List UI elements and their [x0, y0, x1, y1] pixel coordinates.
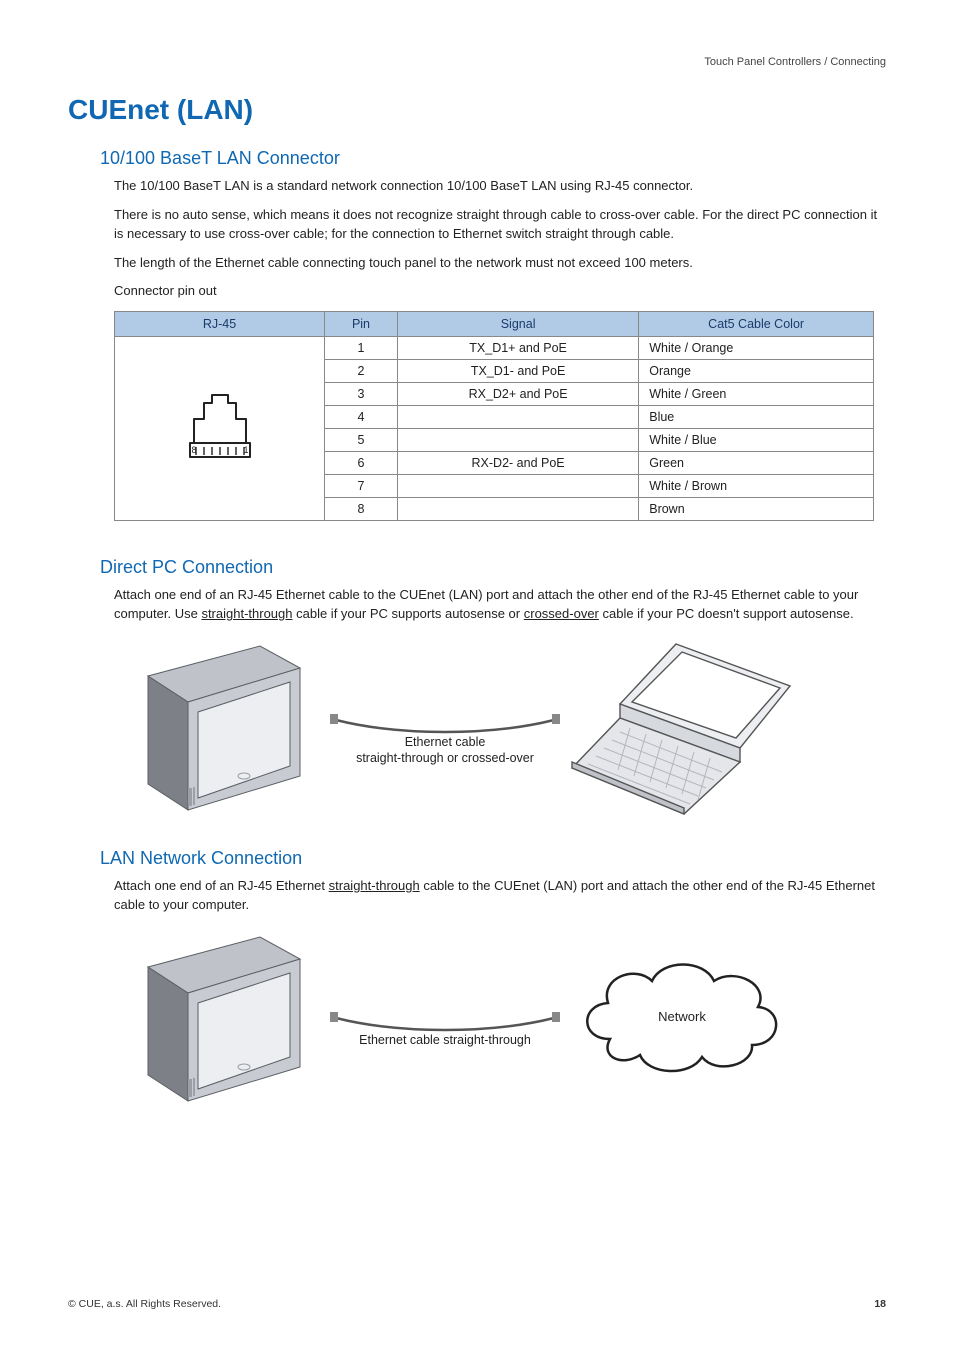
- breadcrumb: Touch Panel Controllers / Connecting: [704, 56, 886, 68]
- cell-pin: 2: [325, 360, 398, 383]
- rj45-diagram-cell: 8 1: [115, 337, 325, 521]
- laptop-icon: [570, 638, 800, 818]
- paragraph: Attach one end of an RJ-45 Ethernet stra…: [114, 877, 886, 915]
- touch-panel-icon: [140, 638, 320, 818]
- cell-signal: RX-D2- and PoE: [397, 452, 638, 475]
- cell-signal: [397, 406, 638, 429]
- section-heading-lan-connector: 10/100 BaseT LAN Connector: [100, 148, 886, 169]
- network-cloud-icon: Network: [570, 949, 790, 1089]
- cell-signal: TX_D1- and PoE: [397, 360, 638, 383]
- svg-text:8: 8: [191, 445, 196, 455]
- col-rj45: RJ-45: [115, 312, 325, 337]
- ethernet-cable-icon: [330, 988, 560, 1032]
- cell-pin: 6: [325, 452, 398, 475]
- cell-pin: 1: [325, 337, 398, 360]
- cell-pin: 8: [325, 498, 398, 521]
- cell-signal: [397, 429, 638, 452]
- col-color: Cat5 Cable Color: [639, 312, 874, 337]
- paragraph: The 10/100 BaseT LAN is a standard netwo…: [114, 177, 886, 196]
- svg-text:1: 1: [243, 445, 248, 455]
- cell-color: White / Green: [639, 383, 874, 406]
- col-signal: Signal: [397, 312, 638, 337]
- network-cloud-label: Network: [658, 1009, 706, 1024]
- cell-signal: TX_D1+ and PoE: [397, 337, 638, 360]
- cell-pin: 5: [325, 429, 398, 452]
- cell-signal: [397, 475, 638, 498]
- col-pin: Pin: [325, 312, 398, 337]
- cell-color: White / Brown: [639, 475, 874, 498]
- paragraph: Connector pin out: [114, 282, 886, 301]
- diagram-caption-line: Ethernet cable: [405, 735, 486, 749]
- footer-copyright: © CUE, a.s. All Rights Reserved.: [68, 1298, 221, 1310]
- diagram-caption-line: straight-through or crossed-over: [356, 751, 534, 765]
- cell-signal: RX_D2+ and PoE: [397, 383, 638, 406]
- cell-color: Brown: [639, 498, 874, 521]
- cell-pin: 3: [325, 383, 398, 406]
- page-number: 18: [874, 1298, 886, 1310]
- rj45-icon: 8 1: [178, 389, 262, 465]
- cell-color: White / Blue: [639, 429, 874, 452]
- cell-color: Green: [639, 452, 874, 475]
- paragraph: Attach one end of an RJ-45 Ethernet cabl…: [114, 586, 886, 624]
- direct-pc-diagram: Ethernet cable straight-through or cross…: [140, 638, 886, 818]
- diagram-caption-line: Ethernet cable straight-through: [359, 1033, 531, 1047]
- cell-color: White / Orange: [639, 337, 874, 360]
- ethernet-cable-icon: [330, 690, 560, 734]
- cell-signal: [397, 498, 638, 521]
- cell-color: Orange: [639, 360, 874, 383]
- touch-panel-icon: [140, 929, 320, 1109]
- cell-pin: 7: [325, 475, 398, 498]
- lan-network-diagram: Ethernet cable straight-through Network: [140, 929, 886, 1109]
- cell-pin: 4: [325, 406, 398, 429]
- section-heading-direct-pc: Direct PC Connection: [100, 557, 886, 578]
- cell-color: Blue: [639, 406, 874, 429]
- page-title: CUEnet (LAN): [68, 94, 886, 126]
- paragraph: There is no auto sense, which means it d…: [114, 206, 886, 244]
- section-heading-lan-network: LAN Network Connection: [100, 848, 886, 869]
- pinout-table: RJ-45 Pin Signal Cat5 Cable Color: [114, 311, 874, 521]
- paragraph: The length of the Ethernet cable connect…: [114, 254, 886, 273]
